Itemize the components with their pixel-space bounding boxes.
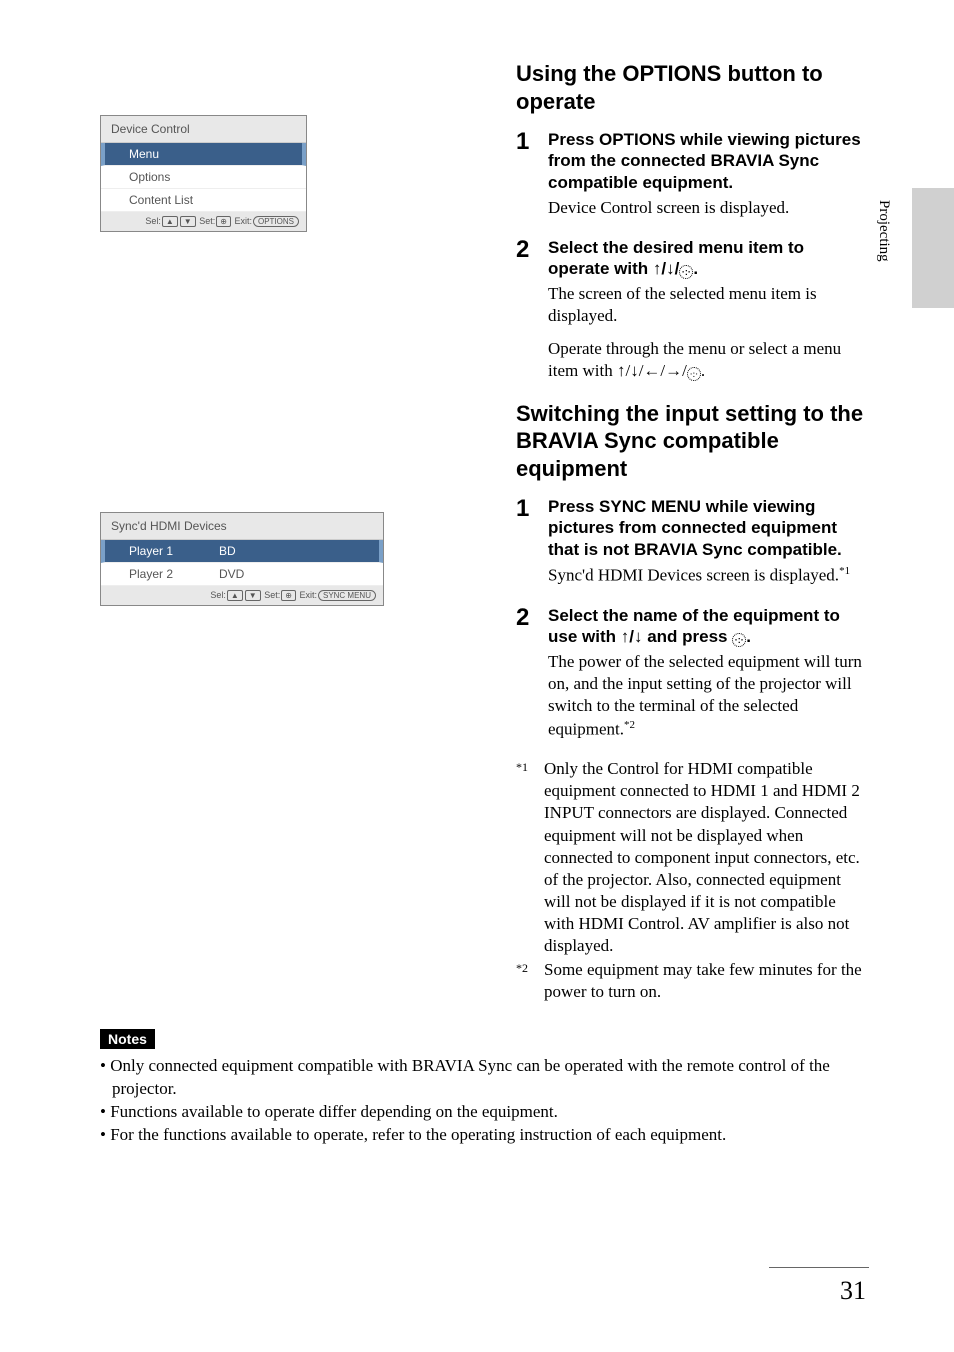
footnotes: *1 Only the Control for HDMI compatible … xyxy=(516,758,869,1003)
ss2-footer: Sel:▲▼ Set:⊕ Exit:SYNC MENU xyxy=(101,586,383,605)
up-arrow-icon-3: ↑ xyxy=(621,627,630,646)
ss1-row-menu-label: Menu xyxy=(129,147,159,161)
step-number-1b: 1 xyxy=(516,496,548,597)
ss2-set-label: Set: xyxy=(264,590,280,600)
section-side-label: Projecting xyxy=(875,200,892,262)
s2-step2-title-b: and press xyxy=(642,627,732,646)
ss1-options-icon: OPTIONS xyxy=(253,216,299,227)
down-arrow-icon-2: ↓ xyxy=(630,361,639,380)
enter-icon-3: ·:· xyxy=(732,633,746,647)
s2-step2-title-c: . xyxy=(746,627,751,646)
s2-step2-title: Select the name of the equipment to use … xyxy=(548,605,869,648)
ss2-row2-type: DVD xyxy=(219,567,244,581)
ss2-sel-label: Sel: xyxy=(210,590,226,600)
footer-rule xyxy=(769,1267,869,1268)
s1-step2-text1: The screen of the selected menu item is … xyxy=(548,283,869,327)
ss2-down-icon: ▼ xyxy=(245,590,261,601)
s1-step2-text2b: . xyxy=(701,361,705,380)
s2-step2: 2 Select the name of the equipment to us… xyxy=(516,605,869,751)
ss1-row-contentlist: Content List xyxy=(101,189,306,212)
enter-icon: ·:· xyxy=(679,265,693,279)
ss2-row2-name: Player 2 xyxy=(129,567,219,581)
s1-step2-text2: Operate through the menu or select a men… xyxy=(548,338,869,382)
ss2-row1-name: Player 1 xyxy=(129,544,219,558)
ss2-syncmenu-icon: SYNC MENU xyxy=(318,590,376,601)
ss2-row-player2: Player 2 DVD xyxy=(101,563,383,586)
footnote-2-text: Some equipment may take few minutes for … xyxy=(544,959,869,1003)
ss2-row1-type: BD xyxy=(219,544,236,558)
ss2-row-player1: Player 1 BD xyxy=(101,540,383,563)
note-1: Only connected equipment compatible with… xyxy=(100,1055,869,1101)
step-number-1: 1 xyxy=(516,129,548,229)
ss1-sel-label: Sel: xyxy=(145,216,161,226)
step-number-2b: 2 xyxy=(516,605,548,751)
notes-section: Notes Only connected equipment compatibl… xyxy=(100,1029,869,1147)
footnote-2-mark: *2 xyxy=(516,959,544,1003)
ss1-exit-label: Exit: xyxy=(234,216,252,226)
ss1-set-label: Set: xyxy=(199,216,215,226)
s2-step1-text-a: Sync'd HDMI Devices screen is displayed. xyxy=(548,566,839,585)
s1-step2-title-b: . xyxy=(693,259,698,278)
footnote-ref-2: *2 xyxy=(624,719,635,731)
step-number-2: 2 xyxy=(516,237,548,392)
s2-step2-text: The power of the selected equipment will… xyxy=(548,651,869,740)
footnote-1: *1 Only the Control for HDMI compatible … xyxy=(516,758,869,957)
ss2-enter-icon: ⊕ xyxy=(281,590,296,601)
ss2-up-icon: ▲ xyxy=(227,590,243,601)
ss1-enter-icon: ⊕ xyxy=(216,216,231,227)
s1-step2: 2 Select the desired menu item to operat… xyxy=(516,237,869,392)
ss1-down-icon: ▼ xyxy=(180,216,196,227)
ss1-footer: Sel:▲▼ Set:⊕ Exit:OPTIONS xyxy=(101,212,306,231)
s1-step2-title: Select the desired menu item to operate … xyxy=(548,237,869,280)
note-2: Functions available to operate differ de… xyxy=(100,1101,869,1124)
enter-icon-2: ·:· xyxy=(687,367,701,381)
ss1-row-options: Options xyxy=(101,166,306,189)
ss1-up-icon: ▲ xyxy=(162,216,178,227)
heading-switching: Switching the input setting to the BRAVI… xyxy=(516,400,869,483)
left-column: Device Control Menu Options Content List… xyxy=(100,60,480,1005)
footnote-1-mark: *1 xyxy=(516,758,544,957)
ss2-exit-label: Exit: xyxy=(299,590,317,600)
right-column: Using the OPTIONS button to operate 1 Pr… xyxy=(516,60,869,1005)
s2-step1-text: Sync'd HDMI Devices screen is displayed.… xyxy=(548,564,869,587)
ss2-header: Sync'd HDMI Devices xyxy=(101,513,383,540)
ss1-header: Device Control xyxy=(101,116,306,143)
s1-step1-text: Device Control screen is displayed. xyxy=(548,197,869,219)
note-3: For the functions available to operate, … xyxy=(100,1124,869,1147)
device-control-screenshot: Device Control Menu Options Content List… xyxy=(100,115,307,232)
footnote-1-text: Only the Control for HDMI compatible equ… xyxy=(544,758,869,957)
ss1-row-menu: Menu xyxy=(101,143,306,166)
footnote-2: *2 Some equipment may take few minutes f… xyxy=(516,959,869,1003)
page-number: 31 xyxy=(840,1276,866,1306)
s2-step2-text-a: The power of the selected equipment will… xyxy=(548,652,862,738)
s1-step1: 1 Press OPTIONS while viewing pictures f… xyxy=(516,129,869,229)
syncd-hdmi-screenshot: Sync'd HDMI Devices Player 1 BD Player 2… xyxy=(100,512,384,606)
down-arrow-icon: ↓ xyxy=(666,259,675,278)
footnote-ref-1: *1 xyxy=(839,565,850,577)
left-arrow-icon: ← xyxy=(643,361,660,380)
slash-6: / xyxy=(682,361,687,380)
notes-label: Notes xyxy=(100,1029,155,1049)
right-arrow-icon: → xyxy=(665,361,682,380)
s2-step1: 1 Press SYNC MENU while viewing pictures… xyxy=(516,496,869,597)
side-gray-bar xyxy=(912,188,954,308)
s2-step1-title: Press SYNC MENU while viewing pictures f… xyxy=(548,496,869,560)
heading-options: Using the OPTIONS button to operate xyxy=(516,60,869,115)
s1-step1-title: Press OPTIONS while viewing pictures fro… xyxy=(548,129,869,193)
